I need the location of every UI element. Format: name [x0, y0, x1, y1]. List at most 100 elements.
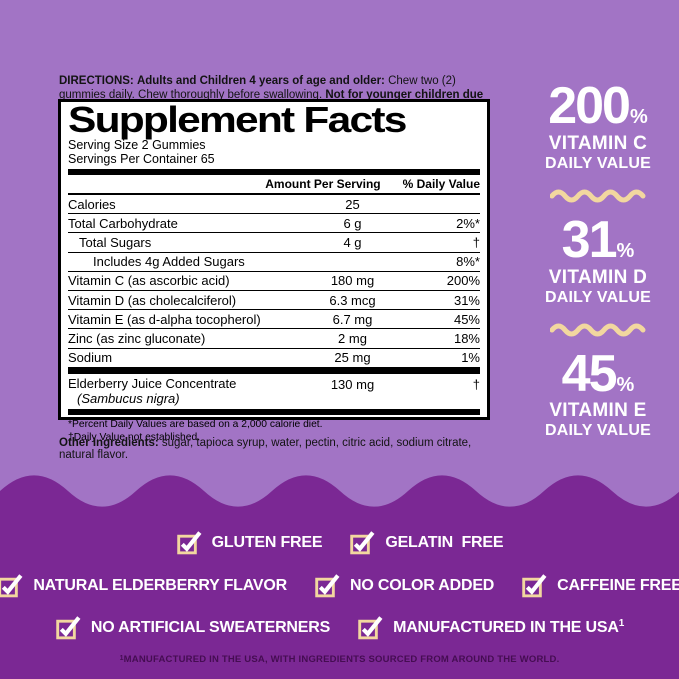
checkbox-icon [176, 531, 202, 555]
nutrient-amount: 130 mg [330, 376, 375, 392]
bottom-background [0, 512, 679, 679]
percent-number: 45 [561, 344, 618, 403]
daily-value-label: DAILY VALUE [545, 154, 651, 172]
table-row-sodium: Sodium 25 mg 1% [68, 349, 480, 368]
divider-thick [68, 408, 480, 415]
table-row-total-carbohydrate: Total Carbohydrate 6 g 2%* [68, 214, 480, 234]
footer-text: MANUFACTURED IN THE USA, WITH INGREDIENT… [123, 654, 560, 665]
nutrient-dv: 18% [453, 330, 480, 346]
checkbox-icon [0, 574, 23, 598]
nutrient-name: Total Sugars [79, 234, 152, 250]
nutrient-dv: 45% [453, 311, 480, 327]
supplement-facts-panel: Supplement Facts Serving Size 2 Gummies … [58, 99, 490, 443]
callout-vitamin-e: 45 % VITAMIN E DAILY VALUE [545, 344, 651, 440]
table-row-zinc: Zinc (as zinc gluconate) 2 mg 18% [68, 329, 480, 349]
callout-vitamin-d: 31 % VITAMIN D DAILY VALUE [545, 210, 651, 306]
percent-number: 200 [548, 77, 631, 135]
vitamin-name: VITAMIN E [549, 400, 647, 422]
wavy-divider-icon [550, 189, 646, 203]
elderberry-name: Elderberry Juice Concentrate [68, 375, 237, 391]
nutrient-name: Sodium [68, 350, 113, 366]
badge-gluten-free: GLUTEN FREE [176, 530, 323, 555]
table-row-vitamin-e: Vitamin E (as d-alpha tocopherol) 6.7 mg… [68, 310, 480, 330]
badge-label: MANUFACTURED IN THE USA1 [393, 619, 624, 636]
nutrient-dv: 31% [453, 292, 480, 308]
daily-value-label: DAILY VALUE [545, 288, 651, 306]
nutrient-name: Total Carbohydrate [68, 215, 178, 231]
nutrient-dv: 1% [461, 350, 480, 366]
vitamin-callouts: 200 % VITAMIN C DAILY VALUE 31 % VITAMIN… [517, 77, 679, 440]
badge-gelatin-free: GELATIN FREE [349, 530, 504, 555]
servings-per-container: Servings Per Container 65 [68, 152, 215, 166]
nutrient-dv: † [472, 376, 480, 392]
nutrient-dv: 200% [446, 273, 480, 289]
wave-edge [0, 475, 679, 514]
elderberry-latin-name: (Sambucus nigra) [77, 390, 180, 406]
percent-sign: % [616, 239, 635, 262]
badge-label-text: MANUFACTURED IN THE USA [393, 619, 619, 636]
badge-label: GELATIN FREE [385, 533, 504, 551]
nutrient-name: Vitamin E (as d-alpha tocopherol) [68, 311, 261, 327]
column-amount-per-serving: Amount Per Serving [265, 177, 381, 191]
badge-manufactured-in-usa: MANUFACTURED IN THE USA1 [357, 615, 624, 640]
wavy-divider-icon [550, 323, 646, 336]
badge-label: CAFFEINE FREE [557, 576, 679, 594]
vitamin-name: VITAMIN D [548, 266, 648, 288]
nutrient-amount: 25 [345, 196, 360, 212]
footer-footnote-marker: 1 [119, 655, 124, 662]
vitamin-name: VITAMIN C [548, 132, 648, 154]
footnote-daily-values: *Percent Daily Values are based on a 2,0… [68, 418, 323, 430]
badge-label: NO ARTIFICIAL SWEATERNERS [90, 618, 331, 636]
footnote-dv-not-established: †Daily Value not established. [68, 431, 201, 443]
percent-value: 31 % [545, 210, 651, 269]
percent-value: 200 % [545, 77, 651, 135]
checkbox-icon [522, 574, 547, 598]
table-row-vitamin-c: Vitamin C (as ascorbic acid) 180 mg 200% [68, 272, 480, 291]
nutrient-name: Elderberry Juice Concentrate (Sambucus n… [68, 375, 300, 407]
footnotes: *Percent Daily Values are based on a 2,0… [68, 418, 480, 444]
directions-label: DIRECTIONS: [59, 74, 134, 87]
supplement-facts-title: Supplement Facts [68, 99, 407, 140]
checkbox-icon [358, 616, 383, 640]
badge-row-3: NO ARTIFICIAL SWEATERNERS MANUFACTURED I… [0, 615, 679, 640]
nutrient-dv: 2%* [456, 215, 480, 231]
table-row-added-sugars: Includes 4g Added Sugars 8%* [68, 253, 480, 272]
nutrient-name: Calories [68, 196, 116, 212]
badge-caffeine-free: CAFFEINE FREE [521, 573, 679, 598]
nutrient-name: Vitamin C (as ascorbic acid) [68, 273, 230, 289]
daily-value-label: DAILY VALUE [545, 422, 651, 440]
divider-thick [68, 169, 480, 175]
other-ingredients: Other Ingredients: sugar, tapioca syrup,… [59, 437, 499, 461]
footer-disclaimer: 1MANUFACTURED IN THE USA, WITH INGREDIEN… [0, 654, 679, 665]
column-daily-value: % Daily Value [402, 177, 480, 191]
table-row-calories: Calories 25 [68, 195, 480, 215]
table-row-total-sugars: Total Sugars 4 g † [68, 233, 480, 253]
checkbox-icon [56, 616, 81, 640]
usa-footnote-marker: 1 [618, 618, 625, 629]
badge-row-1: GLUTEN FREE GELATIN FREE [0, 530, 679, 555]
checkbox-icon [350, 531, 375, 555]
badge-row-2: NATURAL ELDERBERRY FLAVOR NO COLOR ADDED… [0, 573, 679, 598]
other-ingredients-text: sugar, tapioca syrup, water, pectin, cit… [59, 436, 472, 461]
directions-bold-intro: Adults and Children 4 years of age and o… [136, 74, 385, 87]
checkbox-icon [315, 574, 340, 598]
badge-no-artificial-sweeteners: NO ARTIFICIAL SWEATERNERS [55, 615, 330, 640]
directions-body: Chew two (2) gummies daily. Chew thoroug… [59, 74, 456, 102]
badge-natural-elderberry-flavor: NATURAL ELDERBERRY FLAVOR [0, 573, 287, 598]
divider-thick [68, 367, 480, 374]
callout-vitamin-c: 200 % VITAMIN C DAILY VALUE [545, 77, 651, 172]
percent-number: 31 [561, 210, 618, 269]
nutrient-amount: 6.7 mg [332, 311, 373, 327]
serving-size: Serving Size 2 Gummies [68, 138, 206, 152]
percent-value: 45 % [545, 344, 651, 403]
nutrient-amount: 4 g [343, 234, 362, 250]
nutrient-dv: 8%* [456, 254, 480, 270]
nutrient-name: Zinc (as zinc gluconate) [68, 330, 206, 346]
nutrient-dv: † [472, 234, 480, 250]
percent-sign: % [629, 106, 648, 129]
badge-label: GLUTEN FREE [211, 533, 323, 551]
badge-label: NO COLOR ADDED [350, 576, 495, 594]
nutrient-amount: 25 mg [334, 350, 371, 366]
badge-no-color-added: NO COLOR ADDED [314, 573, 494, 598]
